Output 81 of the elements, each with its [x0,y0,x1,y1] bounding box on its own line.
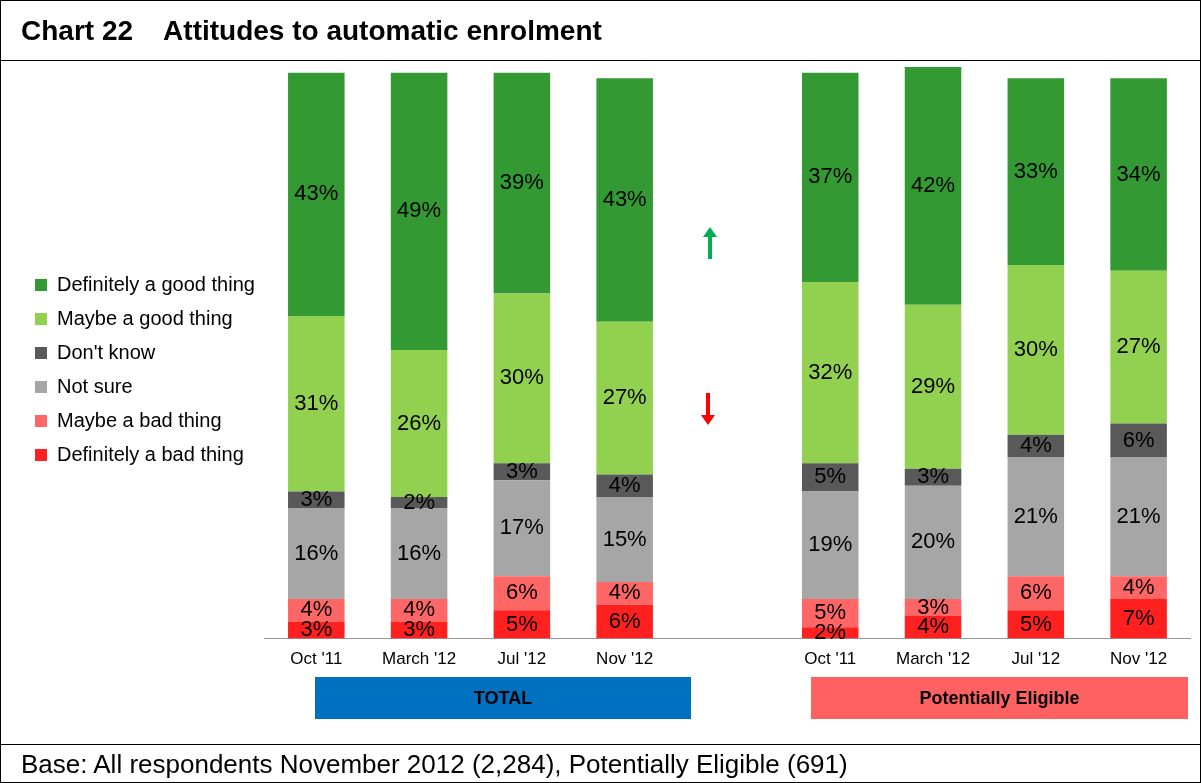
data-label: 27% [602,384,647,410]
data-label: 21% [1116,502,1161,528]
data-label: 5% [1019,610,1052,636]
data-label: 7% [1122,604,1155,630]
bar [904,67,962,305]
bar [801,72,859,283]
data-label: 42% [911,171,956,197]
bar [1007,78,1065,266]
bar [288,316,345,492]
bar [493,293,551,464]
data-label: 27% [1116,333,1161,359]
data-label: 31% [294,389,339,415]
x-tick-label: Oct '11 [804,649,857,669]
data-label: 34% [1116,160,1161,186]
data-label: 4% [1122,573,1155,599]
bar [596,321,653,475]
text: Potentially Eligible [811,677,1188,719]
text: TOTAL [315,677,691,719]
data-label: 4% [1019,432,1052,458]
bar [1110,78,1167,271]
legend-label: Maybe a good thing [57,306,233,329]
data-label: 6% [1019,579,1052,605]
data-label: 3% [917,463,949,489]
data-label: 29% [911,372,956,398]
x-tick-label: Jul '12 [497,649,547,669]
data-label: 3% [505,457,538,483]
bar [904,485,962,599]
bar [390,508,448,599]
legend-label: Maybe a bad thing [57,408,222,431]
bar [1110,598,1167,639]
bar [390,72,448,350]
data-label: 5% [814,463,847,489]
data-label: 17% [499,514,544,540]
data-label: 5% [505,610,538,636]
data-label: 39% [499,169,544,195]
x-tick-label: Nov '12 [596,649,654,669]
bar [1110,457,1167,577]
data-label: 6% [608,607,641,633]
data-label: 30% [1013,336,1058,362]
x-tick-label: Nov '12 [1110,649,1168,669]
data-label: 37% [808,163,853,189]
data-label: 15% [602,525,647,551]
legend-label: Not sure [57,374,133,397]
data-label: 6% [1122,426,1155,452]
chart-title: Chart 22 Attitudes to automatic enrolment [1,1,1200,61]
data-label: 43% [294,180,339,206]
bar [1007,457,1065,577]
bar [904,304,962,469]
legend-label: Definitely a good thing [57,272,255,295]
bar [493,480,551,577]
data-label: 26% [397,409,442,435]
data-label: 16% [397,539,442,565]
bar [1007,265,1065,435]
data-label: 19% [808,531,853,557]
x-tick-label: March '12 [382,649,457,669]
data-label: 30% [499,364,544,390]
bar [801,491,859,599]
legend-label: Don't know [57,340,156,363]
bar [288,72,345,317]
x-tick-label: March '12 [895,649,971,669]
x-tick-label: Oct '11 [290,649,343,669]
data-label: 33% [1013,157,1058,183]
bar [801,282,859,464]
data-label: 43% [602,186,647,212]
data-label: 3% [300,486,333,512]
bar [596,78,653,322]
data-label: 20% [911,528,956,554]
data-label: 21% [1013,502,1058,528]
legend-label: Definitely a bad thing [57,442,244,465]
bar [493,72,551,294]
bar [596,497,653,583]
data-label: 49% [397,197,442,223]
data-label: 6% [505,579,538,605]
bar [1110,270,1167,424]
bar [288,508,345,599]
data-label: 16% [294,539,339,565]
data-label: 4% [608,579,641,605]
x-tick-label: Jul '12 [1011,649,1061,669]
data-label: 4% [608,471,641,497]
text: Base: All respondents November 2012 (2,284), Potentially Eligible (691) [1,744,1200,782]
data-label: 32% [808,358,853,384]
